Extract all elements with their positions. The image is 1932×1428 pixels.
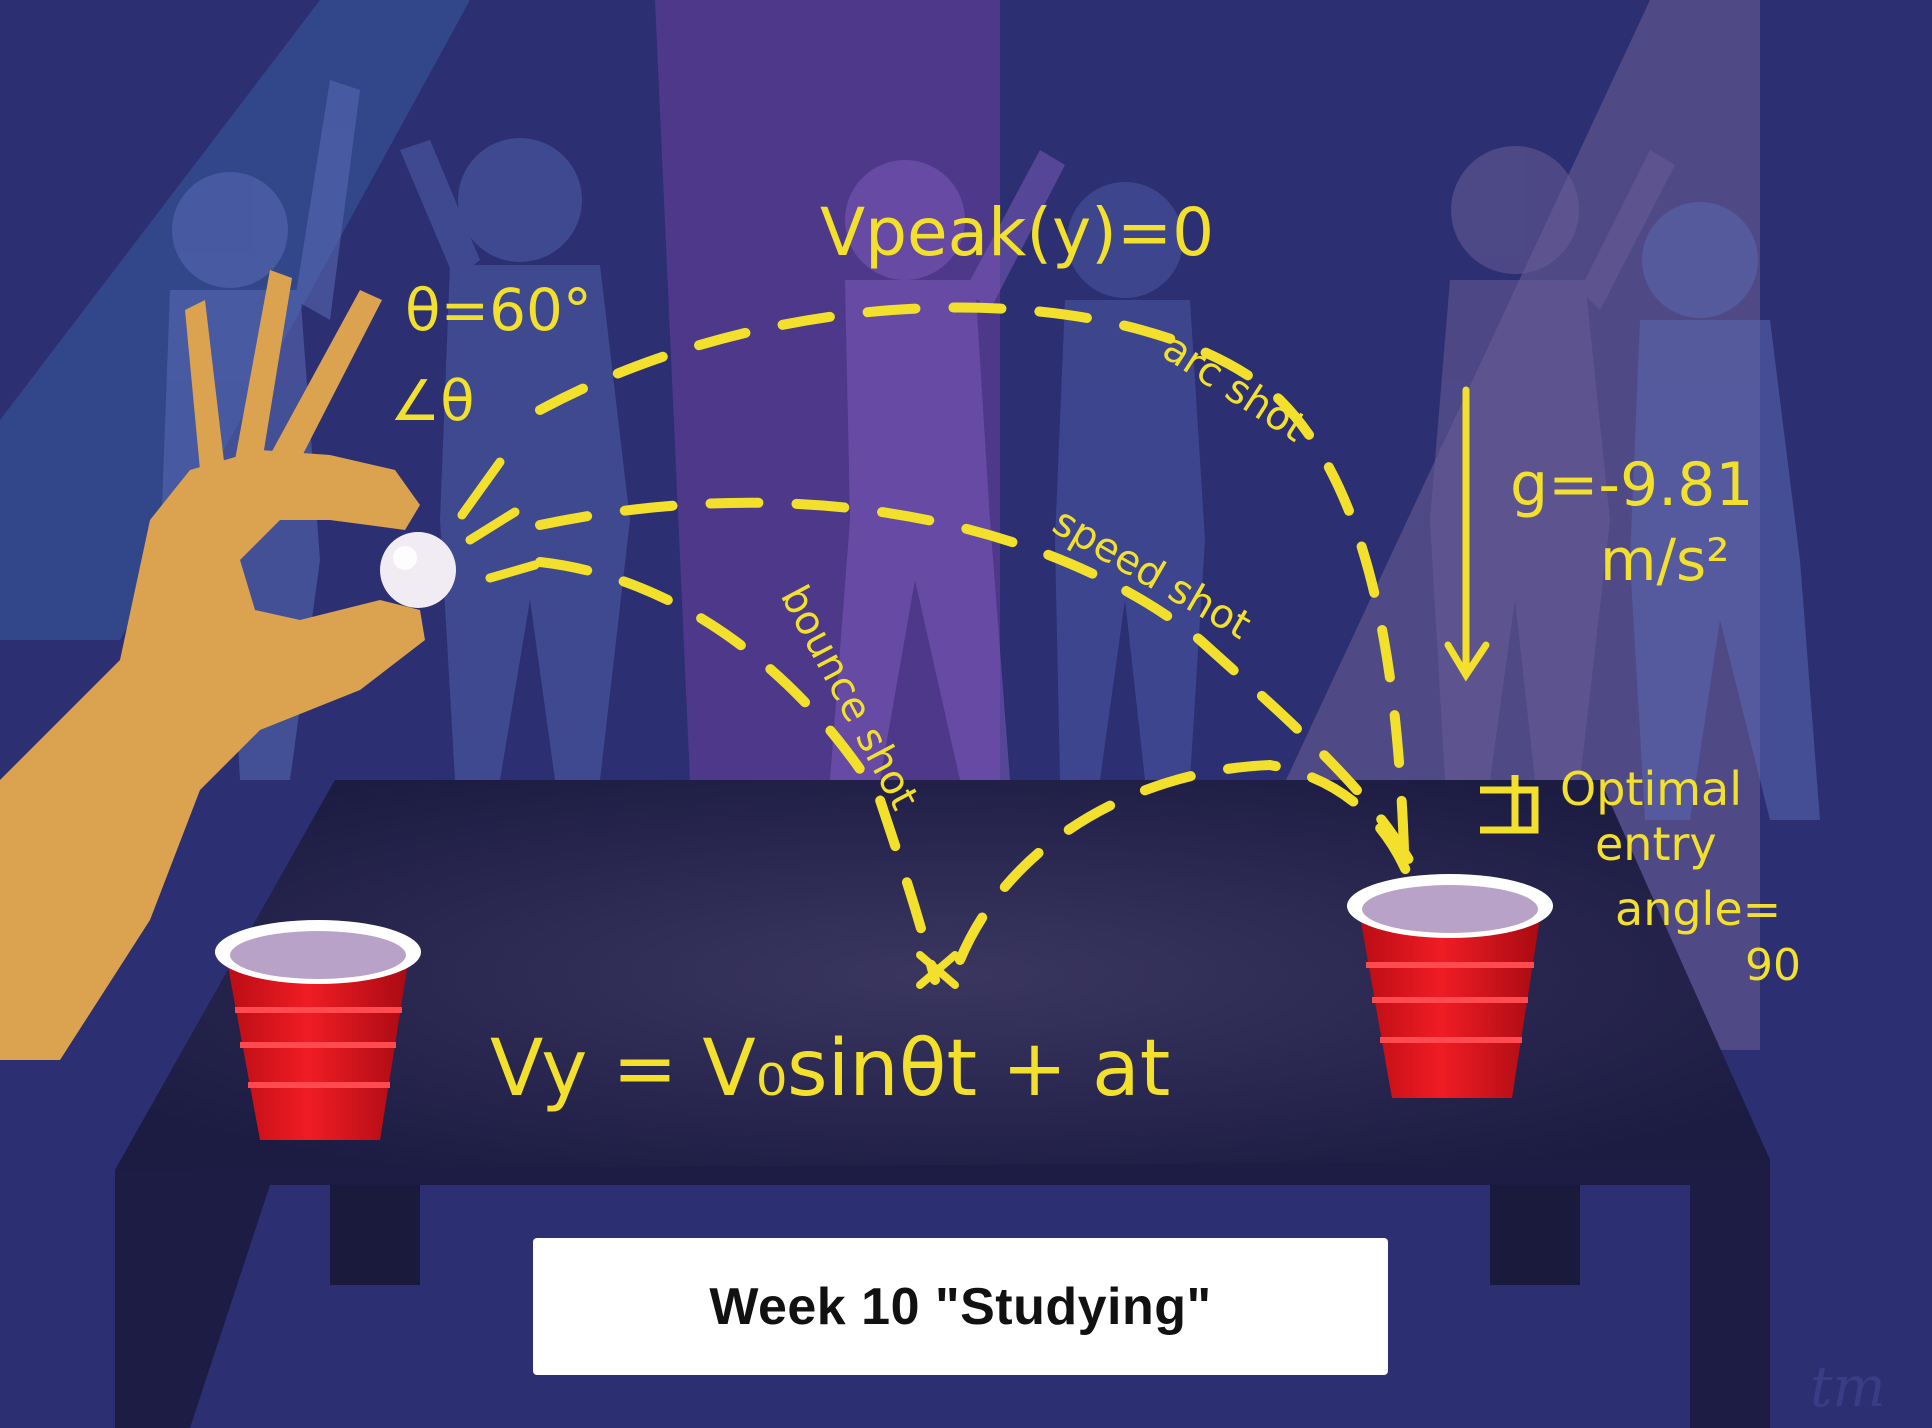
bounce-point-x — [916, 951, 959, 989]
gravity-value-label: g=-9.81 — [1510, 450, 1754, 520]
right-angle-mark — [1480, 775, 1539, 834]
entry-angle-line-4: 90 — [1745, 940, 1801, 991]
dancer-silhouette — [1430, 146, 1675, 780]
launch-angle-label: θ=60° — [405, 276, 592, 344]
hand — [0, 270, 425, 1060]
motion-lines — [457, 457, 540, 583]
gravity-arrow — [1444, 386, 1490, 682]
gravity-units-label: m/s² — [1600, 526, 1730, 594]
trajectories — [535, 302, 1425, 985]
table-leg — [1490, 1185, 1580, 1285]
angle-symbol-label: ∠θ — [390, 369, 474, 434]
bounce-shot-path — [535, 557, 940, 985]
arc-shot-path — [535, 302, 1410, 885]
bounce-rebound-path — [955, 759, 1415, 965]
vertical-velocity-equation: Vy = V₀sinθt + at — [490, 1024, 1170, 1114]
dancer-silhouette — [1055, 182, 1205, 780]
artist-signature: tm — [1810, 1355, 1886, 1420]
ping-pong-ball — [380, 532, 456, 608]
cup-left — [215, 920, 421, 1140]
caption-box: Week 10 "Studying" — [533, 1238, 1388, 1375]
cup-right — [1347, 874, 1553, 1098]
caption-text: Week 10 "Studying" — [709, 1277, 1212, 1336]
dancer-silhouette — [830, 150, 1065, 780]
entry-angle-line-3: angle= — [1615, 882, 1781, 936]
entry-angle-line-1: Optimal — [1560, 762, 1742, 816]
speed-shot-path — [535, 497, 1425, 885]
table-leg — [330, 1185, 420, 1285]
dancer-silhouette — [1630, 202, 1820, 820]
peak-velocity-equation: Vpeak(y)=0 — [820, 194, 1214, 271]
entry-angle-line-2: entry — [1595, 817, 1717, 871]
